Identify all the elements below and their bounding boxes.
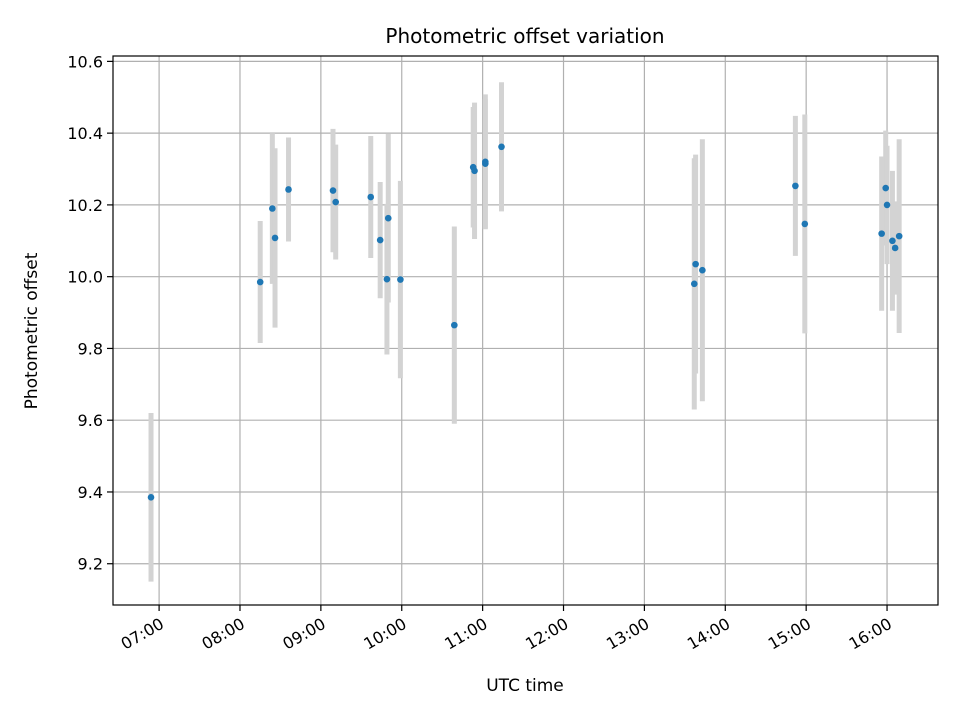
data-point <box>882 184 889 192</box>
data-point <box>269 205 276 212</box>
data-point <box>883 201 891 209</box>
y-tick-label: 10.0 <box>67 268 103 287</box>
y-tick-label: 9.6 <box>78 411 103 430</box>
data-point <box>256 278 264 286</box>
data-point <box>329 187 337 194</box>
data-point <box>482 160 489 167</box>
data-points <box>147 143 903 501</box>
y-tick-label: 10.2 <box>67 196 103 215</box>
x-axis-label: UTC time <box>486 676 564 696</box>
y-tick-label: 9.8 <box>78 339 103 358</box>
y-tick-label: 10.6 <box>67 52 103 71</box>
data-point <box>792 182 799 190</box>
data-point <box>889 237 896 245</box>
data-point <box>376 236 384 244</box>
plot-frame <box>112 55 939 606</box>
data-point <box>498 143 505 151</box>
data-point <box>451 321 458 329</box>
y-tick-label: 10.4 <box>67 124 103 143</box>
data-point <box>690 280 698 288</box>
data-point <box>271 234 279 242</box>
data-point <box>383 275 391 283</box>
data-point <box>332 198 339 206</box>
chart-title: Photometric offset variation <box>385 24 664 48</box>
data-point <box>384 214 392 222</box>
data-point <box>801 220 809 228</box>
data-point <box>699 266 706 274</box>
grid <box>113 56 938 605</box>
data-point <box>285 186 292 193</box>
y-axis-label: Photometric offset <box>22 252 42 409</box>
data-point <box>397 276 404 283</box>
data-point <box>692 260 699 268</box>
data-point <box>471 167 478 175</box>
data-point <box>895 232 903 240</box>
data-point <box>147 494 155 501</box>
y-tick-label: 9.4 <box>78 483 103 502</box>
data-point <box>367 193 375 201</box>
data-point <box>878 230 885 237</box>
y-tick-label: 9.2 <box>78 555 103 574</box>
data-point <box>891 244 899 252</box>
